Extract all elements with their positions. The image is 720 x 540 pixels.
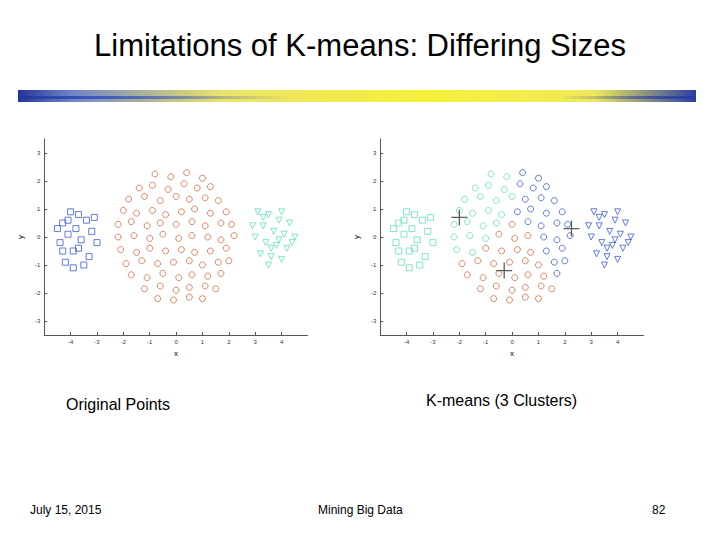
svg-text:1: 1 bbox=[373, 206, 377, 212]
svg-text:3: 3 bbox=[590, 339, 594, 345]
html-text:82: 82 bbox=[652, 503, 666, 517]
svg-text:0: 0 bbox=[37, 234, 41, 240]
html-text:Mining Big Data: Mining Big Data bbox=[318, 503, 403, 517]
svg-text:-2: -2 bbox=[371, 290, 377, 296]
svg-text:-1: -1 bbox=[147, 339, 153, 345]
svg-text:-3: -3 bbox=[371, 318, 377, 324]
svg-text:1: 1 bbox=[537, 339, 541, 345]
svg-text:0: 0 bbox=[373, 234, 377, 240]
svg-text:2: 2 bbox=[373, 178, 377, 184]
svg-text:-2: -2 bbox=[121, 339, 127, 345]
svg-text:3: 3 bbox=[373, 150, 377, 156]
svg-text:1: 1 bbox=[201, 339, 205, 345]
svg-text:-3: -3 bbox=[430, 339, 436, 345]
svg-text:-2: -2 bbox=[457, 339, 463, 345]
svg-text:0: 0 bbox=[174, 339, 178, 345]
html-text:K-means (3 Clusters): K-means (3 Clusters) bbox=[426, 392, 578, 409]
svg-text:-4: -4 bbox=[404, 339, 410, 345]
svg-text:1: 1 bbox=[37, 206, 41, 212]
svg-text:0: 0 bbox=[510, 339, 514, 345]
svg-text:2: 2 bbox=[37, 178, 41, 184]
svg-text:4: 4 bbox=[280, 339, 284, 345]
svg-text:-3: -3 bbox=[94, 339, 100, 345]
svg-text:2: 2 bbox=[563, 339, 567, 345]
svg-text:y: y bbox=[352, 235, 361, 239]
html-text:Limitations of K-means: Differ: Limitations of K-means: Differing Sizes bbox=[94, 28, 626, 63]
svg-text:-1: -1 bbox=[35, 262, 41, 268]
svg-text:3: 3 bbox=[37, 150, 41, 156]
html-text:July 15, 2015: July 15, 2015 bbox=[30, 503, 102, 517]
svg-text:4: 4 bbox=[616, 339, 620, 345]
svg-text:3: 3 bbox=[254, 339, 258, 345]
svg-text:x: x bbox=[174, 349, 178, 358]
svg-text:-1: -1 bbox=[371, 262, 377, 268]
svg-text:-2: -2 bbox=[35, 290, 41, 296]
svg-text:y: y bbox=[16, 235, 25, 239]
html-text:Original Points: Original Points bbox=[66, 396, 170, 413]
svg-text:-4: -4 bbox=[68, 339, 74, 345]
svg-text:2: 2 bbox=[227, 339, 231, 345]
svg-text:x: x bbox=[510, 349, 514, 358]
svg-text:-3: -3 bbox=[35, 318, 41, 324]
svg-text:-1: -1 bbox=[483, 339, 489, 345]
